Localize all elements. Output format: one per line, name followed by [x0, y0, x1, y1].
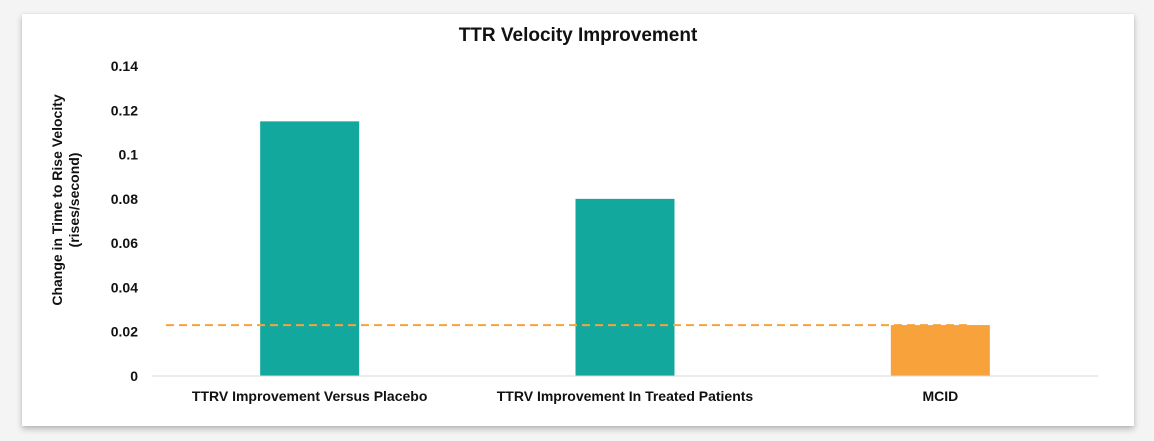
bars [260, 121, 990, 376]
bar [260, 121, 360, 376]
x-axis-category-labels: TTRV Improvement Versus Placebo TTRV Impr… [192, 388, 958, 404]
y-tick-label: 0 [130, 368, 138, 384]
y-tick-label: 0.06 [111, 235, 138, 251]
x-category-label: MCID [922, 388, 958, 404]
y-axis-label: Change in Time to Rise Velocity (rises/s… [49, 94, 82, 306]
chart-title: TTR Velocity Improvement [459, 25, 698, 46]
y-tick-label: 0.1 [119, 147, 139, 163]
y-axis-ticks: 0 0.02 0.04 0.06 0.08 0.1 0.12 0.14 [111, 58, 138, 384]
x-category-label: TTRV Improvement In Treated Patients [497, 388, 754, 404]
y-tick-label: 0.12 [111, 102, 138, 118]
y-tick-label: 0.02 [111, 324, 138, 340]
y-axis-label-line-1: Change in Time to Rise Velocity [49, 94, 65, 306]
y-tick-label: 0.14 [111, 58, 138, 74]
bar [890, 325, 990, 376]
x-category-label: TTRV Improvement Versus Placebo [192, 388, 428, 404]
y-tick-label: 0.08 [111, 191, 138, 207]
bar [575, 198, 675, 376]
y-tick-label: 0.04 [111, 279, 138, 295]
y-axis-label-line-2: (rises/second) [66, 153, 82, 248]
